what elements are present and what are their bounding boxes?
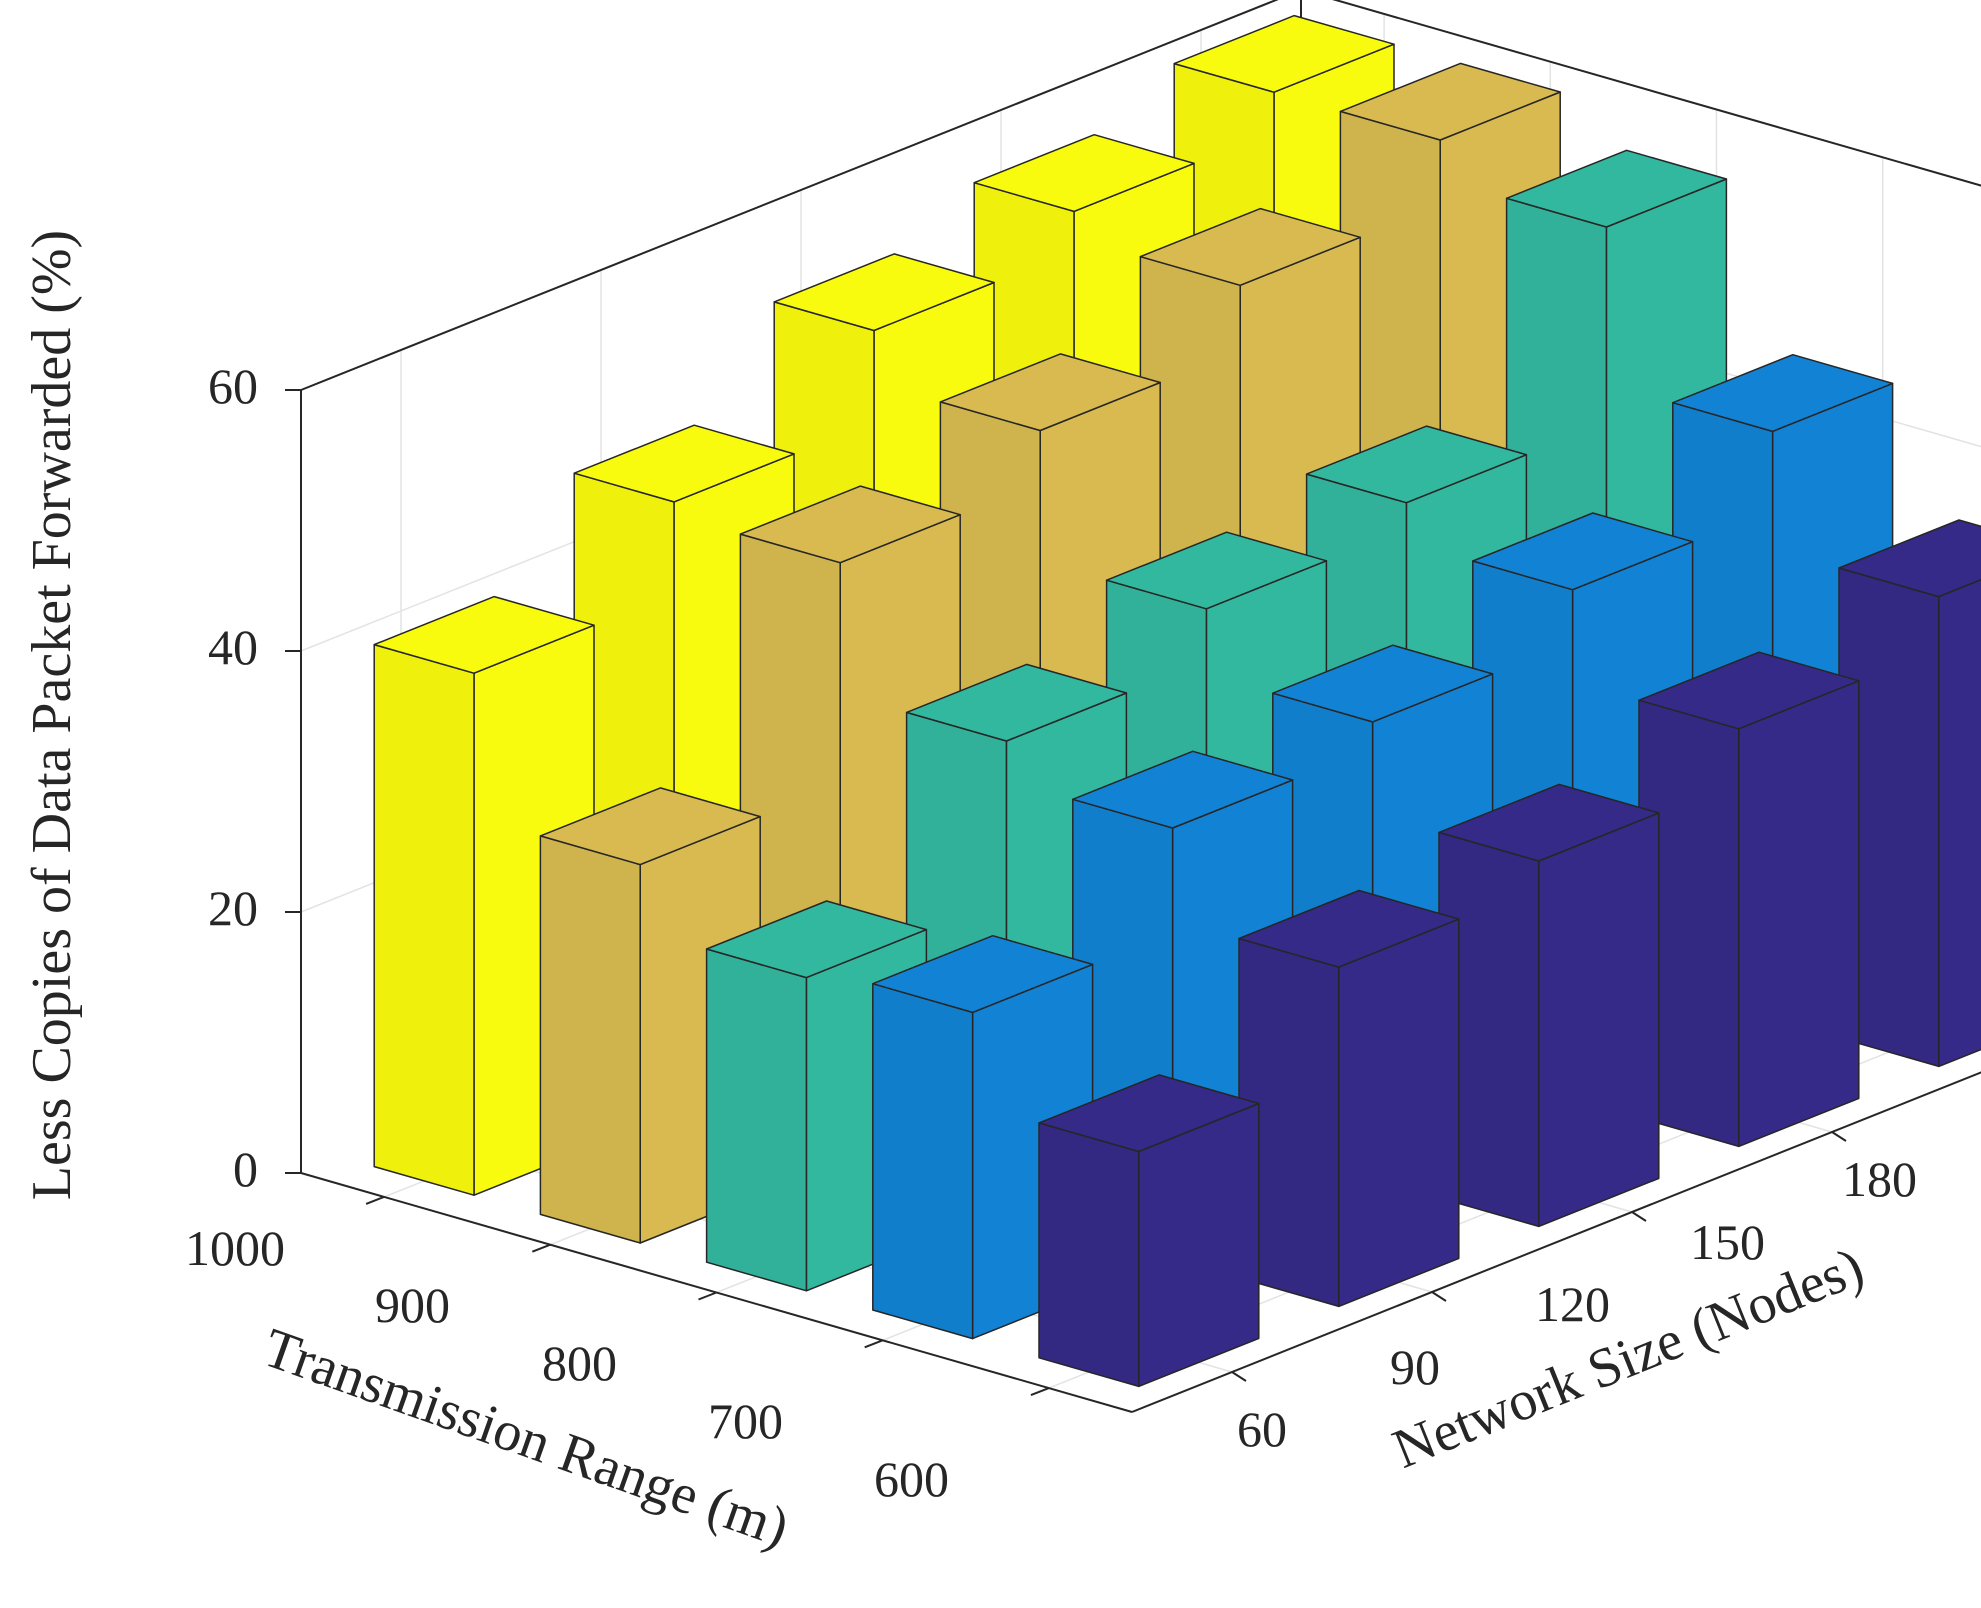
x-tick-label: 600 [874,1451,949,1507]
y-tick-mark [1631,1211,1647,1222]
bar-face-side [705,948,808,1292]
bar-face-top [1072,750,1294,829]
bar-face-top [1038,1074,1260,1153]
bar [1238,889,1460,1308]
bar-face-top [1838,519,1981,598]
y-tick-label: 120 [1535,1276,1610,1332]
bar-face-top [1238,889,1460,968]
y-tick-mark [1831,1131,1847,1142]
z-tick-label: 0 [233,1141,258,1197]
x-tick-label: 1000 [185,1220,285,1276]
bar [539,787,761,1244]
x-tick-mark [531,1243,551,1253]
y-tick-label: 60 [1237,1401,1287,1457]
bar-face-top [1438,783,1660,862]
bar-face-top [1173,14,1395,93]
bar-face-front [1738,680,1860,1148]
y-axis-title: Network Size (Nodes) [1385,1236,1873,1481]
y-tick-label: 180 [1842,1151,1917,1207]
bar-face-top [773,253,995,332]
bar-face-top [373,595,595,674]
bar-face-top [1638,651,1860,730]
bar-face-front [1538,812,1660,1228]
bar-face-top [1139,207,1361,287]
x-tick-mark [864,1339,884,1349]
bar-face-front [1938,578,1981,1068]
bar-face-top [1472,512,1694,591]
bar-face-side [539,835,641,1244]
bar-face-top [539,787,761,866]
y-tick-labels: 60 90 120 150 180 [1237,1151,1917,1457]
bar-face-top [705,900,928,979]
z-axis-title: Less Copies of Data Packet Forwarded (%) [21,230,83,1200]
x-tick-labels: 1000 900 800 700 600 [185,1220,949,1507]
bar-face-side [872,982,974,1340]
bar [872,934,1094,1340]
bar [1638,651,1860,1148]
bar-layer [373,14,1981,1388]
bar-face-top [905,663,1128,742]
x-tick-label: 900 [375,1277,450,1333]
bar-face-top [739,485,961,564]
bar-face-side [373,643,475,1196]
y-tick-label: 90 [1390,1339,1440,1395]
bar [1438,783,1660,1228]
bar-face-top [1272,644,1494,723]
bar [1838,519,1981,1068]
y-tick-mark [1231,1371,1247,1382]
bar-face-top [573,424,795,503]
box-edge [1332,0,1981,187]
bar-face-top [872,934,1094,1014]
x-tick-mark [1030,1387,1050,1397]
x-tick-mark [365,1195,385,1205]
box-edge [300,0,1279,391]
bar-face-top [1505,149,1728,228]
z-tick-label: 40 [208,619,258,675]
x-tick-mark [698,1291,717,1301]
x-tick-label: 800 [542,1335,617,1391]
bar-face-side [1038,1122,1140,1388]
bar-face-front [1338,918,1460,1308]
bar-face-top [1672,353,1894,433]
z-tick-label: 60 [208,358,258,414]
bar-face-front [1138,1102,1260,1388]
bar-face-top [939,353,1161,432]
bar [1038,1074,1260,1388]
bar-face-top [1305,425,1528,504]
bar-face-top [1339,62,1561,141]
z-tick-labels: 0 20 40 60 [208,358,258,1197]
bar-face-top [973,133,1195,213]
z-tick-label: 20 [208,880,258,936]
y-tick-mark [1431,1291,1447,1302]
bar-face-top [1105,531,1328,610]
y-tick-label: 150 [1690,1214,1765,1270]
x-tick-label: 700 [708,1393,783,1449]
